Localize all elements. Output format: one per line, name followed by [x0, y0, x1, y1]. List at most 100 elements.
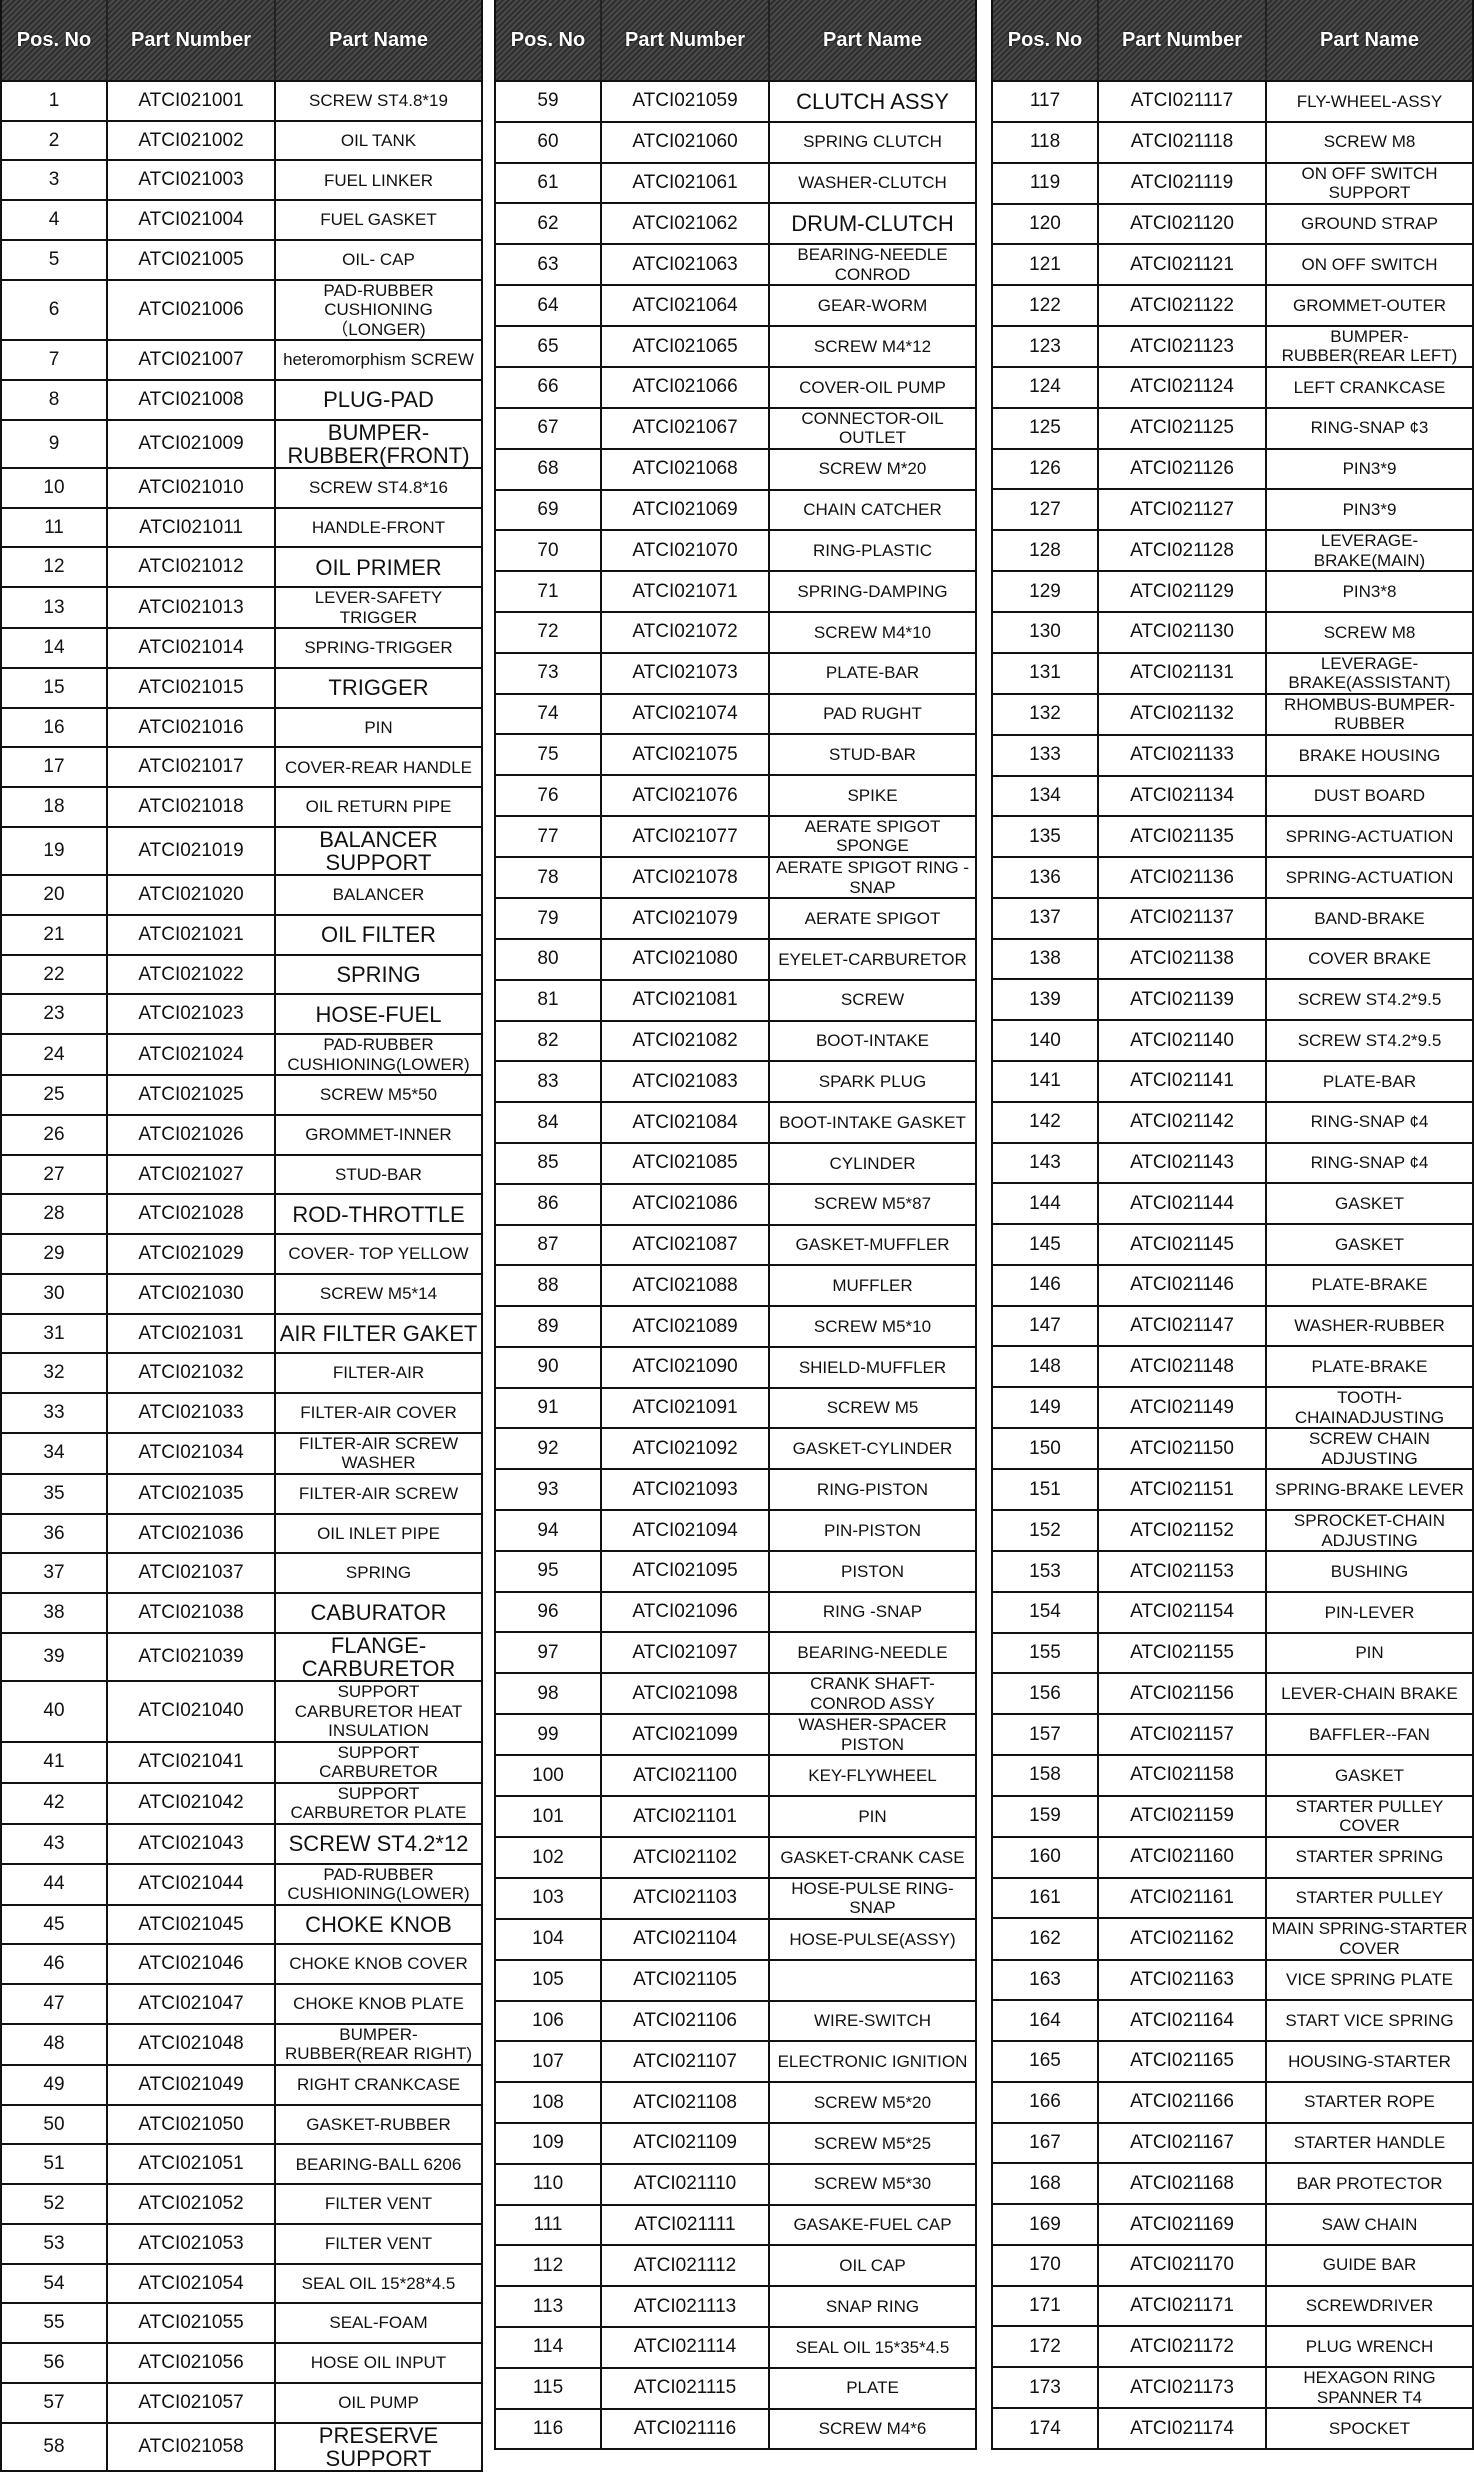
part-name-cell: BALANCER — [332, 885, 425, 905]
table-row: 55 ATCI021055 SEAL-FOAM — [2, 2302, 481, 2343]
table-row: 91 ATCI021091 SCREW M5 — [496, 1386, 975, 1428]
pos-no-cell: 129 — [993, 572, 1099, 611]
part-number-cell: ATCI021110 — [602, 2164, 770, 2204]
part-number-cell: ATCI021161 — [1099, 1878, 1267, 1918]
pos-no-cell: 60 — [496, 122, 602, 162]
table-row: 127 ATCI021127 PIN3*9 — [993, 488, 1472, 530]
part-name-cell: ON OFF SWITCH SUPPORT — [1301, 163, 1438, 203]
part-number-cell: ATCI021100 — [602, 1756, 770, 1796]
table-row: 108 ATCI021108 SCREW M5*20 — [496, 2081, 975, 2122]
part-name-cell: BAND-BRAKE — [1314, 908, 1425, 928]
part-number-cell: ATCI021134 — [1099, 776, 1267, 816]
pos-no-cell: 120 — [993, 204, 1099, 244]
part-number-cell: ATCI021020 — [108, 876, 276, 914]
part-number-cell: ATCI021006 — [108, 280, 276, 340]
part-name-cell: STARTER PULLEY — [1295, 1888, 1444, 1908]
pos-no-cell: 113 — [496, 2287, 602, 2326]
table-row: 110 ATCI021110 SCREW M5*30 — [496, 2162, 975, 2204]
pos-no-cell: 58 — [2, 2423, 108, 2470]
part-number-cell: ATCI021077 — [602, 816, 770, 857]
part-name-cell: OIL TANK — [340, 130, 417, 150]
part-name-cell: SUPPORT CARBURETOR PLATE — [290, 1783, 467, 1823]
table-row: 129 ATCI021129 PIN3*8 — [993, 570, 1472, 611]
pos-no-cell: 61 — [496, 163, 602, 203]
part-name-cell: PLATE-BRAKE — [1311, 1356, 1428, 1376]
pos-no-cell: 18 — [2, 788, 108, 826]
pos-no-cell: 72 — [496, 612, 602, 652]
pos-no-cell: 109 — [496, 2123, 602, 2163]
table-row: 130 ATCI021130 SCREW M8 — [993, 610, 1472, 652]
part-name-cell: RING-SNAP ¢4 — [1310, 1153, 1429, 1173]
part-number-cell: ATCI021085 — [602, 1143, 770, 1183]
table-row: 20 ATCI021020 BALANCER — [2, 874, 481, 914]
part-number-cell: ATCI021029 — [108, 1235, 276, 1273]
pos-no-cell: 14 — [2, 629, 108, 667]
header-pos-no: Pos. No — [2, 0, 108, 80]
table-row: 56 ATCI021056 HOSE OIL INPUT — [2, 2342, 481, 2382]
table-row: 96 ATCI021096 RING -SNAP — [496, 1590, 975, 1632]
pos-no-cell: 126 — [993, 449, 1099, 489]
part-number-cell: ATCI021056 — [108, 2344, 276, 2382]
part-name-cell: BRAKE HOUSING — [1298, 745, 1441, 765]
pos-no-cell: 149 — [993, 1388, 1099, 1428]
table-row: 163 ATCI021163 VICE SPRING PLATE — [993, 1958, 1472, 2000]
pos-no-cell: 33 — [2, 1394, 108, 1432]
pos-no-cell: 46 — [2, 1945, 108, 1984]
pos-no-cell: 21 — [2, 915, 108, 954]
part-number-cell: ATCI021107 — [602, 2042, 770, 2082]
part-number-cell: ATCI021139 — [1099, 980, 1267, 1020]
part-number-cell: ATCI021167 — [1099, 2123, 1267, 2163]
table-row: 148 ATCI021148 PLATE-BRAKE — [993, 1345, 1472, 1387]
table-header: Pos. No Part Number Part Name — [993, 0, 1472, 80]
header-part-number: Part Number — [602, 0, 770, 80]
part-number-cell: ATCI021045 — [108, 1905, 276, 1944]
pos-no-cell: 11 — [2, 508, 108, 547]
pos-no-cell: 143 — [993, 1143, 1099, 1183]
part-name-cell: PAD-RUBBER CUSHIONING(LOWER) — [287, 1864, 470, 1904]
part-number-cell: ATCI021133 — [1099, 735, 1267, 775]
pos-no-cell: 52 — [2, 2185, 108, 2223]
table-row: 109 ATCI021109 SCREW M5*25 — [496, 2121, 975, 2163]
pos-no-cell: 69 — [496, 490, 602, 530]
pos-no-cell: 79 — [496, 899, 602, 938]
part-number-cell: ATCI021009 — [108, 420, 276, 467]
part-name-cell: FLANGE-CARBURETOR — [301, 1632, 456, 1681]
table-row: 73 ATCI021073 PLATE-BAR — [496, 651, 975, 693]
table-row: 169 ATCI021169 SAW CHAIN — [993, 2203, 1472, 2244]
part-number-cell: ATCI021151 — [1099, 1470, 1267, 1510]
part-name-cell: BUMPER-RUBBER(REAR RIGHT) — [284, 2024, 472, 2064]
table-row: 156 ATCI021156 LEVER-CHAIN BRAKE — [993, 1672, 1472, 1714]
part-name-cell: SCREWDRIVER — [1305, 2296, 1434, 2316]
table-row: 67 ATCI021067 CONNECTOR-OIL OUTLET — [496, 406, 975, 448]
pos-no-cell: 9 — [2, 420, 108, 467]
pos-no-cell: 47 — [2, 1985, 108, 2023]
part-name-cell: SCREW M5*50 — [319, 1085, 438, 1105]
part-name-cell: LEVERAGE-BRAKE(MAIN) — [1313, 531, 1426, 570]
part-name-cell: SEAL OIL 15*35*4.5 — [795, 2337, 950, 2357]
pos-no-cell: 32 — [2, 1354, 108, 1393]
table-row: 37 ATCI021037 SPRING — [2, 1552, 481, 1593]
table-row: 66 ATCI021066 COVER-OIL PUMP — [496, 365, 975, 407]
table-row: 19 ATCI021019 BALANCER SUPPORT — [2, 825, 481, 874]
table-row: 120 ATCI021120 GROUND STRAP — [993, 202, 1472, 244]
part-name-cell: GROUND STRAP — [1301, 214, 1438, 234]
part-name-cell: RING-SNAP ¢4 — [1310, 1112, 1429, 1132]
table-row: 132 ATCI021132 RHOMBUS-BUMPER-RUBBER — [993, 692, 1472, 734]
table-row: 114 ATCI021114 SEAL OIL 15*35*4.5 — [496, 2325, 975, 2367]
part-name-cell: KEY-FLYWHEEL — [808, 1766, 937, 1786]
pos-no-cell: 15 — [2, 669, 108, 707]
part-number-cell: ATCI021072 — [602, 612, 770, 652]
pos-no-cell: 141 — [993, 1062, 1099, 1101]
part-name-cell: PLUG WRENCH — [1305, 2337, 1434, 2356]
part-number-cell: ATCI021043 — [108, 1824, 276, 1863]
table-row: 44 ATCI021044 PAD-RUBBER CUSHIONING(LOWER) — [2, 1862, 481, 1904]
part-name-cell: SCREW M5*87 — [813, 1194, 932, 1214]
pos-no-cell: 127 — [993, 490, 1099, 530]
pos-no-cell: 173 — [993, 2368, 1099, 2408]
pos-no-cell: 159 — [993, 1796, 1099, 1836]
pos-no-cell: 75 — [496, 735, 602, 775]
part-number-cell: ATCI021113 — [602, 2287, 770, 2326]
part-number-cell: ATCI021018 — [108, 788, 276, 826]
part-name-cell: HOUSING-STARTER — [1288, 2051, 1451, 2071]
table-row: 101 ATCI021101 PIN — [496, 1795, 975, 1837]
